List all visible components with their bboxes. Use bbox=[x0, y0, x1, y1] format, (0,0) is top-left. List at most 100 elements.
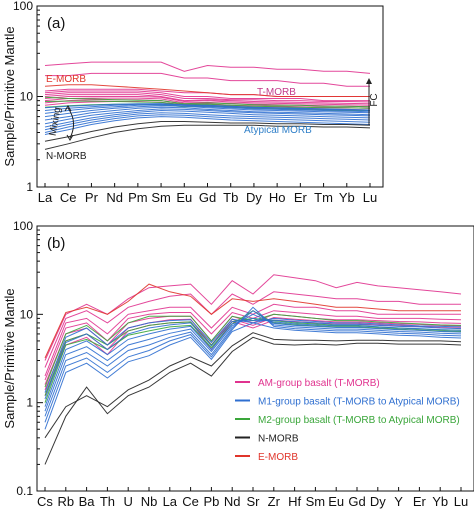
b-x-tick-label: Ba bbox=[79, 494, 96, 509]
panel-b: Cs Rb Ba Th U Nb La Ce Pb Nd Sr Zr Hf Sm Eu Gd Dy Y Er Yb Lu… bbox=[2, 219, 474, 509]
b-x-tick-label: Ce bbox=[182, 494, 199, 509]
b-x-tick-label: Zr bbox=[268, 494, 281, 509]
a-series-nmorb-24 bbox=[44, 121, 371, 142]
b-x-tick-label: U bbox=[124, 494, 133, 509]
b-x-tick-label: Sr bbox=[247, 494, 261, 509]
a-y-tick-label: 100 bbox=[13, 0, 33, 13]
a-series-am-6 bbox=[44, 96, 371, 106]
legend-label-am: AM-group basalt (T-MORB) bbox=[258, 378, 380, 389]
b-y-tick-label: 0.1 bbox=[16, 484, 33, 498]
b-x-tick-label: Hf bbox=[288, 494, 301, 509]
panel-a-label: (a) bbox=[47, 15, 65, 32]
b-series-am-5 bbox=[44, 316, 462, 390]
b-series-m1-17 bbox=[44, 322, 462, 430]
b-series-emorb-7 bbox=[44, 283, 461, 359]
b-series-m1-16 bbox=[44, 306, 462, 423]
a-x-tick-label: Gd bbox=[199, 190, 216, 205]
a-series-am-1 bbox=[45, 72, 370, 87]
a-series-am-5 bbox=[44, 94, 371, 105]
a-x-tick-label: Tb bbox=[223, 190, 238, 205]
a-y-tick-label: 10 bbox=[20, 90, 34, 104]
panel-b-y-axis-label: Sample/Primitive Mantle bbox=[2, 288, 17, 428]
b-series-m1-15 bbox=[44, 310, 462, 417]
panel-a-ticks: La Ce Pr Nd Pm Sm Eu Gd Tb Dy Ho Er Tm Yb Lu 1 10 100 bbox=[13, 0, 377, 205]
b-x-tick-label: Cs bbox=[37, 494, 53, 509]
a-x-tick-label: Tm bbox=[314, 190, 333, 205]
panel-b-frame bbox=[36, 225, 474, 492]
panel-a-annotation-label: T-MORB bbox=[257, 87, 296, 98]
b-series-nmorb-18 bbox=[44, 336, 462, 465]
b-x-tick-label: La bbox=[163, 494, 178, 509]
panel-a-annotation-label: N-MORB bbox=[46, 151, 87, 162]
fc-arrow-head bbox=[366, 78, 372, 84]
a-series-am-4 bbox=[44, 92, 371, 103]
legend-label-m1: M1-group basalt (T-MORB to Atypical MORB… bbox=[258, 397, 460, 408]
b-x-tick-label: Nd bbox=[224, 494, 241, 509]
panel-a-annotation-label: FC bbox=[369, 93, 380, 106]
b-x-tick-label: Er bbox=[413, 494, 427, 509]
b-x-tick-label: Eu bbox=[328, 494, 344, 509]
a-x-tick-label: Lu bbox=[363, 190, 377, 205]
a-series-am-0 bbox=[44, 61, 371, 74]
panel-b-series bbox=[44, 274, 462, 465]
a-series-emorb-10 bbox=[44, 84, 370, 97]
a-x-tick-label: Yb bbox=[339, 190, 355, 205]
b-x-tick-label: Lu bbox=[454, 494, 468, 509]
a-x-tick-label: Pm bbox=[128, 190, 148, 205]
a-y-tick-label: 1 bbox=[26, 180, 33, 194]
panel-b-ticks: Cs Rb Ba Th U Nb La Ce Pb Nd Sr Zr Hf Sm Eu Gd Dy Y Er Yb Lu… bbox=[13, 219, 468, 509]
a-x-tick-label: Er bbox=[294, 190, 308, 205]
b-x-tick-label: Nb bbox=[141, 494, 158, 509]
b-x-tick-label: Y bbox=[394, 494, 403, 509]
a-x-tick-label: Eu bbox=[176, 190, 192, 205]
a-series-m2-12 bbox=[44, 100, 371, 109]
a-x-tick-label: La bbox=[38, 190, 53, 205]
panel-a-y-axis-label: Sample/Primitive Mantle bbox=[2, 26, 17, 166]
b-x-tick-label: Gd bbox=[348, 494, 365, 509]
b-series-am-1 bbox=[44, 291, 461, 368]
a-x-tick-label: Ce bbox=[60, 190, 77, 205]
b-x-tick-label: Pb bbox=[203, 494, 219, 509]
a-series-m1-20 bbox=[44, 109, 371, 128]
b-x-tick-label: Th bbox=[100, 494, 115, 509]
mixing-arrow bbox=[67, 107, 74, 139]
b-x-tick-label: Sm bbox=[306, 494, 326, 509]
a-x-tick-label: Nd bbox=[106, 190, 123, 205]
b-y-tick-label: 10 bbox=[20, 307, 34, 321]
panel-a-frame bbox=[36, 5, 384, 188]
a-series-m1-22 bbox=[44, 114, 371, 133]
a-series-nmorb-25 bbox=[44, 124, 371, 150]
panel-b-legend: AM-group basalt (T-MORB) M1-group basalt … bbox=[235, 378, 460, 463]
a-x-tick-label: Pr bbox=[85, 190, 99, 205]
a-series-m1-23 bbox=[44, 116, 371, 135]
b-series-am-0 bbox=[44, 274, 462, 361]
panel-a: La Ce Pr Nd Pm Sm Eu Gd Tb Dy Ho Er Tm Yb Lu 1 10 100 (a)… bbox=[2, 0, 384, 205]
mixing-arrow-head-down bbox=[66, 134, 74, 141]
mixing-arrow-head-up bbox=[64, 105, 72, 112]
panel-b-label: (b) bbox=[47, 235, 65, 252]
b-series-m1-14 bbox=[44, 313, 462, 412]
panel-a-annotation-label: Atypical MORB bbox=[244, 125, 312, 136]
a-series-m2-11 bbox=[44, 96, 371, 108]
panel-a-annotations: E-MORB T-MORB Mixing N-MORB Atypical MORB FC bbox=[46, 74, 380, 162]
b-y-tick-label: 100 bbox=[13, 219, 33, 233]
panel-a-series bbox=[44, 61, 371, 150]
a-series-m1-19 bbox=[44, 108, 371, 125]
b-y-tick-label: 1 bbox=[26, 396, 33, 410]
legend-label-m2: M2-group basalt (T-MORB to Atypical MORB… bbox=[258, 415, 460, 426]
b-x-tick-label: Rb bbox=[57, 494, 74, 509]
a-x-tick-label: Ho bbox=[269, 190, 286, 205]
a-series-m1-16 bbox=[44, 104, 371, 114]
a-x-tick-label: Dy bbox=[246, 190, 262, 205]
a-series-m1-21 bbox=[44, 112, 371, 131]
a-series-am-3 bbox=[44, 90, 370, 102]
b-series-nmorb-19 bbox=[44, 332, 462, 439]
b-x-tick-label: Dy bbox=[370, 494, 386, 509]
legend-label-emorb: E-MORB bbox=[258, 452, 298, 463]
b-x-tick-label: Yb bbox=[432, 494, 448, 509]
b-series-m1-13 bbox=[44, 317, 462, 407]
a-x-tick-label: Sm bbox=[151, 190, 171, 205]
a-series-m1-15 bbox=[44, 103, 371, 111]
a-series-m1-17 bbox=[44, 105, 371, 118]
